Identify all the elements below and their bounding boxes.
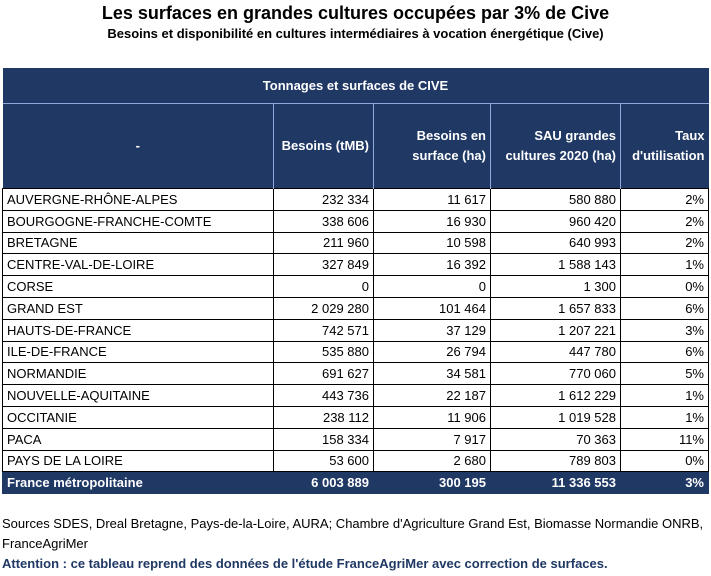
cive-table: Tonnages et surfaces de CIVE - Besoins (…: [2, 68, 709, 495]
cell-region: PAYS DE LA LOIRE: [2, 449, 274, 473]
cell-besoins: 443 736: [273, 384, 374, 407]
cell-besoins-surface: 2 680: [373, 449, 491, 473]
table-row: AUVERGNE-RHÔNE-ALPES 232 334 11 617 580 880…: [2, 188, 709, 211]
table-total-row: France métropolitaine 6 003 889 300 195 11 …: [2, 471, 709, 495]
sources-note: Sources SDES, Dreal Bretagne, Pays-de-la…: [2, 516, 704, 551]
header-besoins: Besoins (tMB): [273, 103, 374, 189]
cell-sau: 1 019 528: [490, 405, 621, 429]
cell-besoins: 0: [273, 275, 374, 298]
header-besoins-surface: Besoins en surface (ha): [373, 103, 491, 189]
table-row: NORMANDIE 691 627 34 581 770 060 5%: [2, 362, 709, 386]
cell-sau: 70 363: [490, 427, 621, 451]
cell-besoins-surface: 26 794: [373, 340, 491, 364]
cell-besoins-surface: 0: [373, 275, 491, 298]
cell-besoins: 742 571: [273, 318, 374, 342]
cell-region: PACA: [2, 427, 274, 451]
table-row: BOURGOGNE-FRANCHE-COMTE 338 606 16 930 960 …: [2, 209, 709, 233]
cell-taux: 1%: [620, 384, 709, 407]
table-row: GRAND EST 2 029 280 101 464 1 657 833 6%: [2, 296, 709, 320]
cell-taux: 0%: [620, 275, 709, 298]
cell-besoins-surface: 16 930: [373, 209, 491, 233]
cell-region: NOUVELLE-AQUITAINE: [2, 384, 274, 407]
cell-besoins: 327 849: [273, 253, 374, 277]
cell-sau: 447 780: [490, 340, 621, 364]
page-title: Les surfaces en grandes cultures occupée…: [101, 3, 610, 23]
cell-sau: 770 060: [490, 362, 621, 386]
cell-region: NORMANDIE: [2, 362, 274, 386]
page-subtitle: Besoins et disponibilité en cultures int…: [107, 26, 604, 41]
table-row: CENTRE-VAL-DE-LOIRE 327 849 16 392 1 588 14…: [2, 253, 709, 277]
cell-region: ILE-DE-FRANCE: [2, 340, 274, 364]
cell-region: CORSE: [2, 275, 274, 298]
table-row: PAYS DE LA LOIRE 53 600 2 680 789 803 0%: [2, 449, 709, 473]
table-row: OCCITANIE 238 112 11 906 1 019 528 1%: [2, 405, 709, 429]
cell-besoins-surface: 16 392: [373, 253, 491, 277]
header-sau: SAU grandes cultures 2020 (ha): [490, 103, 621, 189]
cell-sau: 1 300: [490, 275, 621, 298]
cell-taux: 1%: [620, 405, 709, 429]
cell-besoins-surface: 7 917: [373, 427, 491, 451]
table-band-title: Tonnages et surfaces de CIVE: [2, 68, 709, 104]
cell-besoins: 232 334: [273, 188, 374, 211]
cell-taux: 2%: [620, 209, 709, 233]
cell-taux: 2%: [620, 231, 709, 255]
table-header-row: - Besoins (tMB) Besoins en surface (ha) …: [2, 103, 709, 189]
table-row: NOUVELLE-AQUITAINE 443 736 22 187 1 612 229…: [2, 384, 709, 407]
cell-region: HAUTS-DE-FRANCE: [2, 318, 274, 342]
cell-sau: 960 420: [490, 209, 621, 233]
table-row: ILE-DE-FRANCE 535 880 26 794 447 780 6%: [2, 340, 709, 364]
table-row: CORSE 0 0 1 300 0%: [2, 275, 709, 298]
table-row: BRETAGNE 211 960 10 598 640 993 2%: [2, 231, 709, 255]
cell-besoins: 535 880: [273, 340, 374, 364]
cell-taux: 2%: [620, 188, 709, 211]
cell-taux: 3%: [620, 318, 709, 342]
cell-taux: 5%: [620, 362, 709, 386]
table-body: AUVERGNE-RHÔNE-ALPES 232 334 11 617 580 880…: [2, 188, 709, 495]
cell-sau: 1 657 833: [490, 296, 621, 320]
cell-besoins: 691 627: [273, 362, 374, 386]
total-cell-sau: 11 336 553: [490, 471, 621, 495]
total-cell-besoins-surface: 300 195: [373, 471, 491, 495]
table-band-row: Tonnages et surfaces de CIVE: [2, 68, 709, 104]
total-cell-besoins: 6 003 889: [273, 471, 374, 495]
warning-note: Attention : ce tableau reprend des donné…: [2, 556, 608, 571]
cell-besoins-surface: 34 581: [373, 362, 491, 386]
cell-sau: 1 207 221: [490, 318, 621, 342]
cell-besoins-surface: 10 598: [373, 231, 491, 255]
cell-taux: 0%: [620, 449, 709, 473]
total-cell-taux: 3%: [620, 471, 709, 495]
cell-besoins: 211 960: [273, 231, 374, 255]
cell-besoins: 338 606: [273, 209, 374, 233]
cell-region: BOURGOGNE-FRANCHE-COMTE: [2, 209, 274, 233]
cell-besoins-surface: 22 187: [373, 384, 491, 407]
cell-sau: 1 612 229: [490, 384, 621, 407]
cell-region: CENTRE-VAL-DE-LOIRE: [2, 253, 274, 277]
cell-sau: 580 880: [490, 188, 621, 211]
cell-besoins: 53 600: [273, 449, 374, 473]
cell-sau: 1 588 143: [490, 253, 621, 277]
cell-sau: 640 993: [490, 231, 621, 255]
header-region: -: [2, 103, 274, 189]
cell-taux: 6%: [620, 296, 709, 320]
cell-besoins: 2 029 280: [273, 296, 374, 320]
cell-besoins: 158 334: [273, 427, 374, 451]
table-row: PACA 158 334 7 917 70 363 11%: [2, 427, 709, 451]
cell-region: AUVERGNE-RHÔNE-ALPES: [2, 188, 274, 211]
cell-region: BRETAGNE: [2, 231, 274, 255]
cell-taux: 1%: [620, 253, 709, 277]
cell-besoins: 238 112: [273, 405, 374, 429]
cell-taux: 11%: [620, 427, 709, 451]
total-cell-region: France métropolitaine: [2, 471, 274, 495]
header-taux: Taux d'utilisation: [620, 103, 709, 189]
cell-besoins-surface: 37 129: [373, 318, 491, 342]
cell-besoins-surface: 11 906: [373, 405, 491, 429]
cell-besoins-surface: 101 464: [373, 296, 491, 320]
table-row: HAUTS-DE-FRANCE 742 571 37 129 1 207 221 3%: [2, 318, 709, 342]
cell-region: OCCITANIE: [2, 405, 274, 429]
cell-taux: 6%: [620, 340, 709, 364]
cell-sau: 789 803: [490, 449, 621, 473]
cell-region: GRAND EST: [2, 296, 274, 320]
cell-besoins-surface: 11 617: [373, 188, 491, 211]
